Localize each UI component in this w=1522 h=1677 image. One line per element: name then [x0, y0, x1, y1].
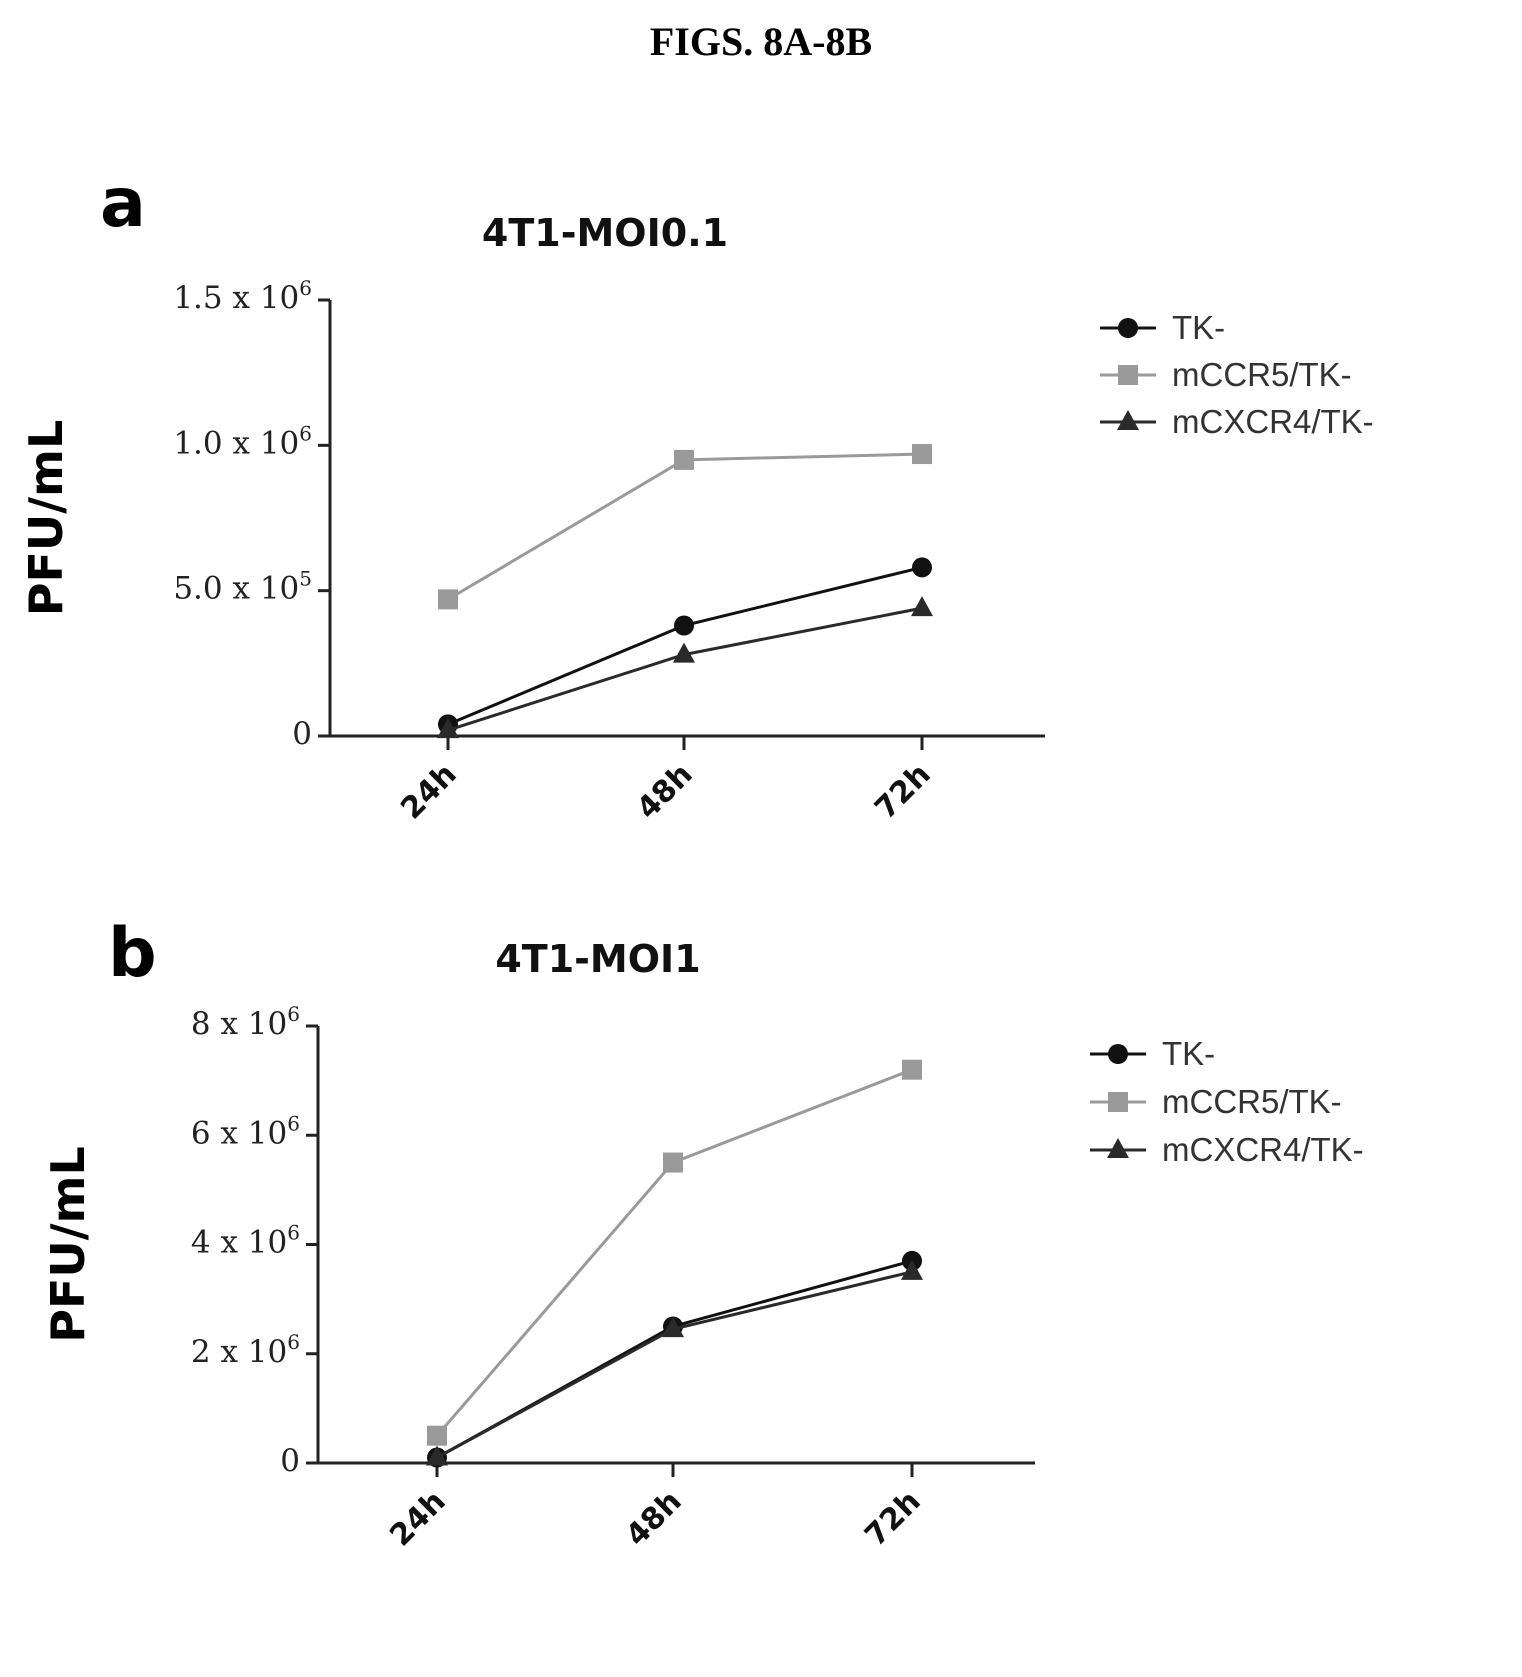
- chart-b-legend-marker: [1108, 1044, 1128, 1064]
- chart-a-series-mcxcr4-tk: [437, 596, 933, 739]
- chart-a-point-mcxcr4-tk: [437, 718, 459, 739]
- chart-a-line-mccr5-tk: [447, 452, 923, 601]
- chart-b-ylabel: PFU/mL: [41, 1146, 95, 1343]
- chart-a-point-tk: [674, 615, 694, 636]
- chart-b-ytick-label: 6 x 106: [191, 1111, 300, 1151]
- chart-panel-b: 4T1-MOI1 PFU/mL 0 2 x 106 4 x 106 6 x 106 8 x …: [41, 937, 1364, 1553]
- chart-b-point-mccr5-tk: [663, 1152, 683, 1173]
- chart-a-ytick-label: 1.5 x 106: [173, 276, 312, 316]
- chart-a-legend-label: mCCR5/TK-: [1172, 356, 1352, 393]
- chart-b-ytick-label: 8 x 106: [191, 1002, 300, 1042]
- chart-a-series-mccr5-tk: [438, 444, 932, 610]
- panel-letter-a: a: [100, 164, 146, 243]
- chart-b-xtick-label: 48h: [619, 1484, 688, 1553]
- chart-a-ytick-label: 0: [292, 716, 312, 752]
- chart-b-xtick-label: 24h: [383, 1484, 452, 1553]
- chart-a-legend-marker: [1118, 365, 1138, 385]
- chart-b-legend-label: mCXCR4/TK-: [1162, 1131, 1364, 1168]
- chart-a-legend-label: mCXCR4/TK-: [1172, 403, 1374, 440]
- chart-b-legend-label: TK-: [1162, 1035, 1215, 1072]
- chart-b-title: 4T1-MOI1: [495, 937, 700, 981]
- chart-b-legend: TK-mCCR5/TK-mCXCR4/TK-: [1090, 1035, 1364, 1168]
- chart-b-xtick-label: 72h: [858, 1484, 927, 1553]
- chart-a-xtick-label: 48h: [630, 757, 699, 826]
- chart-a-xtick-label: 72h: [868, 757, 937, 826]
- chart-b-series-mcxcr4-tk: [426, 1259, 923, 1466]
- chart-a-xtick-label: 24h: [394, 757, 463, 826]
- chart-a-legend-label: TK-: [1172, 309, 1225, 346]
- chart-b-ytick-label: 0: [280, 1443, 300, 1479]
- chart-b-point-mcxcr4-tk: [901, 1259, 923, 1280]
- figure-title: FIGS. 8A-8B: [649, 19, 873, 64]
- chart-a-legend: TK-mCCR5/TK-mCXCR4/TK-: [1100, 309, 1374, 440]
- chart-a-point-mcxcr4-tk: [911, 596, 933, 617]
- chart-b-ytick-label: 2 x 106: [191, 1330, 300, 1370]
- chart-b-ytick-label: 4 x 106: [191, 1221, 300, 1261]
- chart-b-point-mccr5-tk: [902, 1059, 922, 1080]
- chart-a-ytick-label: 1.0 x 106: [173, 421, 312, 461]
- chart-b-point-mccr5-tk: [427, 1425, 447, 1446]
- chart-b-series-mccr5-tk: [427, 1059, 922, 1446]
- chart-a-point-mcxcr4-tk: [673, 642, 695, 663]
- chart-a-ylabel: PFU/mL: [19, 420, 73, 617]
- chart-b-line-mccr5-tk: [435, 1068, 913, 1437]
- chart-a-legend-marker: [1117, 410, 1139, 430]
- chart-a-point-mccr5-tk: [912, 444, 932, 465]
- chart-b-point-mcxcr4-tk: [662, 1317, 684, 1338]
- chart-b-line-mcxcr4-tk: [436, 1270, 913, 1459]
- chart-b-legend-marker: [1107, 1138, 1129, 1158]
- chart-a-point-tk: [912, 557, 932, 578]
- chart-a-legend-marker: [1118, 318, 1138, 338]
- chart-b-point-mcxcr4-tk: [426, 1445, 448, 1466]
- chart-a-ytick-label: 5.0 x 105: [173, 567, 312, 607]
- chart-panel-a: 4T1-MOI0.1 PFU/mL 0 5.0 x 105 1.0 x 106 1.5 x…: [19, 211, 1374, 826]
- chart-a-point-mccr5-tk: [438, 589, 458, 610]
- chart-b-legend-label: mCCR5/TK-: [1162, 1083, 1342, 1120]
- panel-letter-b: b: [108, 914, 157, 993]
- chart-b-legend-marker: [1108, 1092, 1128, 1112]
- chart-a-title: 4T1-MOI0.1: [482, 211, 728, 255]
- chart-a-point-mccr5-tk: [674, 449, 694, 470]
